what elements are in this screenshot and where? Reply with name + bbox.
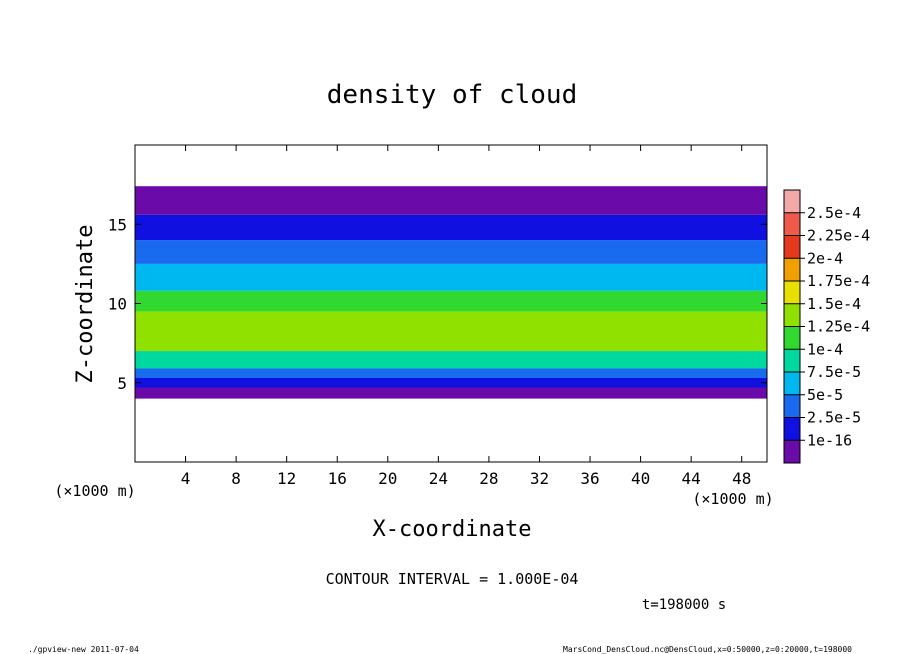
colorbar-swatch — [784, 212, 800, 236]
x-unit-note-left: (×1000 m) — [54, 482, 135, 500]
colorbar-swatch — [784, 326, 800, 350]
x-unit-note-right: (×1000 m) — [692, 490, 773, 508]
colorbar-level-label: 2e-4 — [807, 249, 843, 267]
heatmap-band — [135, 351, 767, 369]
colorbar-swatch — [784, 440, 800, 463]
colorbar-swatch — [784, 394, 800, 418]
x-axis-ticks: 4 8 12 16 20 24 28 32 36 40 44 48 — [181, 145, 751, 488]
x-tick-label: 44 — [682, 469, 701, 488]
heatmap-band — [135, 290, 767, 312]
x-tick-label: 32 — [530, 469, 549, 488]
colorbar-swatch — [784, 303, 800, 327]
footer-right: MarsCond_DensCloud.nc@DensCloud,x=0:5000… — [563, 645, 852, 654]
x-tick-label: 40 — [631, 469, 650, 488]
x-tick-label: 24 — [429, 469, 448, 488]
y-axis-label: Z-coordinate — [73, 225, 98, 384]
heatmap-band — [135, 263, 767, 291]
colorbar-swatch — [784, 190, 800, 213]
colorbar-level-label: 2.5e-5 — [807, 409, 861, 427]
contour-interval-label: CONTOUR INTERVAL = 1.000E-04 — [326, 570, 579, 588]
x-axis-label: X-coordinate — [373, 517, 532, 542]
heatmap-band — [135, 186, 767, 215]
colorbar-swatch — [784, 349, 800, 372]
colorbar-swatch — [784, 258, 800, 281]
colorbar-level-label: 1e-16 — [807, 431, 852, 449]
heatmap-plot-area — [135, 186, 767, 399]
chart-title: density of cloud — [327, 80, 577, 110]
colorbar-level-label: 1.75e-4 — [807, 272, 870, 290]
colorbar: 2.5e-4 2.25e-4 2e-4 1.75e-4 1.5e-4 1.25e-4 1e-… — [783, 189, 870, 464]
x-tick-label: 20 — [378, 469, 397, 488]
heatmap-band — [135, 387, 767, 399]
y-axis-ticks: 5 10 15 — [108, 215, 767, 393]
x-tick-label: 48 — [732, 469, 751, 488]
x-tick-label: 4 — [181, 469, 191, 488]
heatmap-band — [135, 311, 767, 352]
colorbar-level-label: 1.5e-4 — [807, 295, 861, 313]
colorbar-swatch — [784, 372, 800, 395]
heatmap-band — [135, 214, 767, 241]
colorbar-level-label: 2.5e-4 — [807, 204, 861, 222]
x-tick-label: 8 — [231, 469, 241, 488]
colorbar-level-label: 1.25e-4 — [807, 318, 870, 336]
x-tick-label: 12 — [277, 469, 296, 488]
heatmap-band — [135, 377, 767, 388]
colorbar-swatch — [784, 235, 800, 259]
y-tick-label: 10 — [108, 295, 127, 314]
footer-left: ./gpview-new 2011-07-04 — [28, 645, 139, 654]
colorbar-swatch — [784, 281, 800, 304]
y-tick-label: 15 — [108, 215, 127, 234]
colorbar-level-label: 1e-4 — [807, 340, 843, 358]
y-tick-label: 5 — [117, 374, 127, 393]
colorbar-level-label: 2.25e-4 — [807, 227, 870, 245]
x-tick-label: 28 — [479, 469, 498, 488]
heatmap-band — [135, 368, 767, 378]
time-label: t=198000 s — [642, 597, 726, 613]
colorbar-level-label: 7.5e-5 — [807, 363, 861, 381]
heatmap-band — [135, 240, 767, 264]
colorbar-swatch — [784, 417, 800, 441]
x-tick-label: 36 — [580, 469, 599, 488]
colorbar-level-label: 5e-5 — [807, 386, 843, 404]
x-tick-label: 16 — [328, 469, 347, 488]
